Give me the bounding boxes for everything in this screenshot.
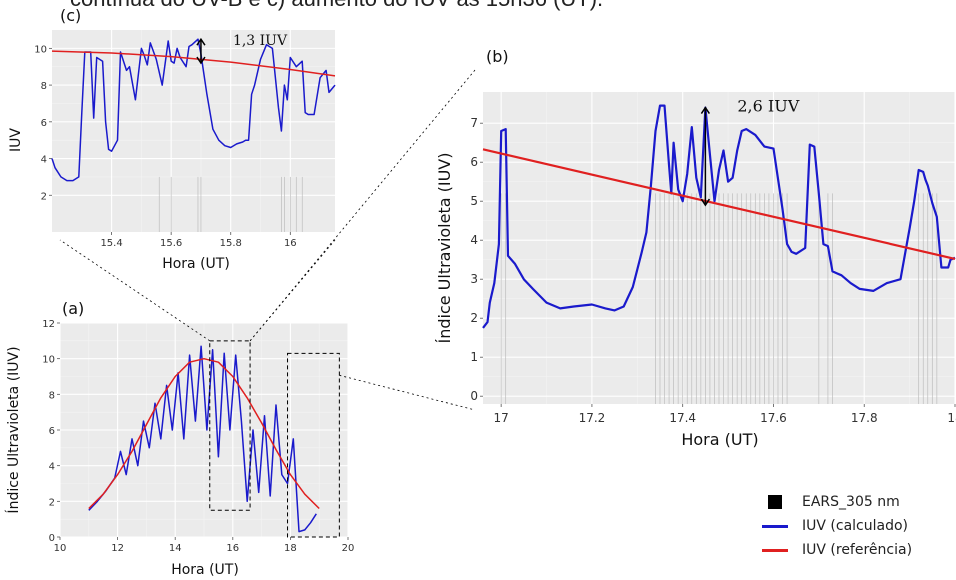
y-tick-label: 12 xyxy=(42,319,55,330)
x-axis-label: Hora (UT) xyxy=(171,562,239,578)
x-axis-label: Hora (UT) xyxy=(162,256,230,272)
legend-swatch-square xyxy=(762,495,788,509)
y-tick-label: 1 xyxy=(470,350,478,364)
plot-background xyxy=(52,30,335,232)
annotation-arrowhead-top xyxy=(700,106,711,115)
y-tick-label: 8 xyxy=(49,390,55,401)
y-tick-label: 4 xyxy=(470,233,478,247)
y-tick-label: 0 xyxy=(49,533,55,544)
y-tick-label: 2 xyxy=(470,311,478,325)
legend: EARS_305 nm IUV (calculado) IUV (referên… xyxy=(762,490,912,562)
annotation-arrowhead-top xyxy=(196,37,206,46)
legend-item-iuv-calculado: IUV (calculado) xyxy=(762,514,912,538)
x-tick-label: 18 xyxy=(947,411,956,425)
panel-label: (c) xyxy=(60,6,81,25)
y-tick-label: 6 xyxy=(49,426,55,437)
legend-label: EARS_305 nm xyxy=(802,494,900,510)
zoom-connector-c-left xyxy=(59,239,210,342)
x-tick-label: 17.6 xyxy=(760,411,787,425)
x-axis-label: Hora (UT) xyxy=(681,430,758,449)
legend-swatch-red-line xyxy=(762,548,788,552)
annotation-arrowhead-bottom xyxy=(700,198,711,207)
legend-label: IUV (calculado) xyxy=(802,518,908,534)
legend-item-ears: EARS_305 nm xyxy=(762,490,912,514)
panel-label: (b) xyxy=(486,47,509,66)
chart-panel-a xyxy=(57,322,349,540)
y-tick-label: 5 xyxy=(470,194,478,208)
y-axis-label: Índice Ultravioleta (IUV) xyxy=(5,346,22,513)
x-tick-label: 18 xyxy=(284,543,297,554)
zoom-connector-b-top xyxy=(249,69,476,342)
x-tick-label: 20 xyxy=(342,543,355,554)
y-tick-label: 4 xyxy=(49,462,55,473)
legend-item-iuv-referencia: IUV (referência) xyxy=(762,538,912,562)
series-line-iuv-calculado xyxy=(51,38,336,182)
x-tick-label: 15.4 xyxy=(100,238,122,249)
x-tick-label: 16 xyxy=(226,543,239,554)
panel-label: (a) xyxy=(62,299,84,318)
x-tick-label: 17.2 xyxy=(579,411,606,425)
x-tick-label: 12 xyxy=(111,543,124,554)
y-tick-label: 2 xyxy=(49,497,55,508)
annotation-label: 1,3 IUV xyxy=(233,33,288,49)
y-tick-label: 4 xyxy=(41,155,47,166)
y-tick-label: 2 xyxy=(41,191,47,202)
y-tick-label: 10 xyxy=(34,44,47,55)
series-line-iuv-calculado xyxy=(482,104,956,329)
y-axis-label: IUV xyxy=(8,128,24,152)
legend-swatch-blue-line xyxy=(762,524,788,528)
figure-caption: contínua do UV-B e c) aumento do IUV às … xyxy=(70,0,603,12)
series-line-iuv-referencia xyxy=(88,357,320,510)
y-tick-label: 7 xyxy=(470,116,478,130)
y-tick-label: 6 xyxy=(41,118,47,129)
y-tick-label: 10 xyxy=(42,355,55,366)
x-tick-label: 15.8 xyxy=(220,238,242,249)
annotation-arrowhead-bottom xyxy=(196,56,206,65)
legend-label: IUV (referência) xyxy=(802,542,913,558)
y-tick-label: 3 xyxy=(470,272,478,286)
x-tick-label: 17 xyxy=(494,411,509,425)
x-tick-label: 16 xyxy=(284,238,297,249)
y-tick-label: 8 xyxy=(41,81,47,92)
y-tick-label: 6 xyxy=(470,155,478,169)
y-tick-label: 0 xyxy=(470,389,478,403)
x-tick-label: 15.6 xyxy=(160,238,182,249)
annotation-label: 2,6 IUV xyxy=(737,97,799,116)
y-axis-label: Índice Ultravioleta (IUV) xyxy=(435,152,454,343)
series-line-iuv-referencia xyxy=(482,148,956,260)
x-tick-label: 10 xyxy=(54,543,67,554)
x-tick-label: 17.8 xyxy=(851,411,878,425)
chart-panel-b xyxy=(480,92,956,407)
zoom-connector-b-bottom xyxy=(339,374,476,411)
x-tick-label: 14 xyxy=(169,543,182,554)
chart-panel-c xyxy=(49,30,336,235)
zoom-box-b xyxy=(287,352,340,538)
x-tick-label: 17.4 xyxy=(669,411,696,425)
